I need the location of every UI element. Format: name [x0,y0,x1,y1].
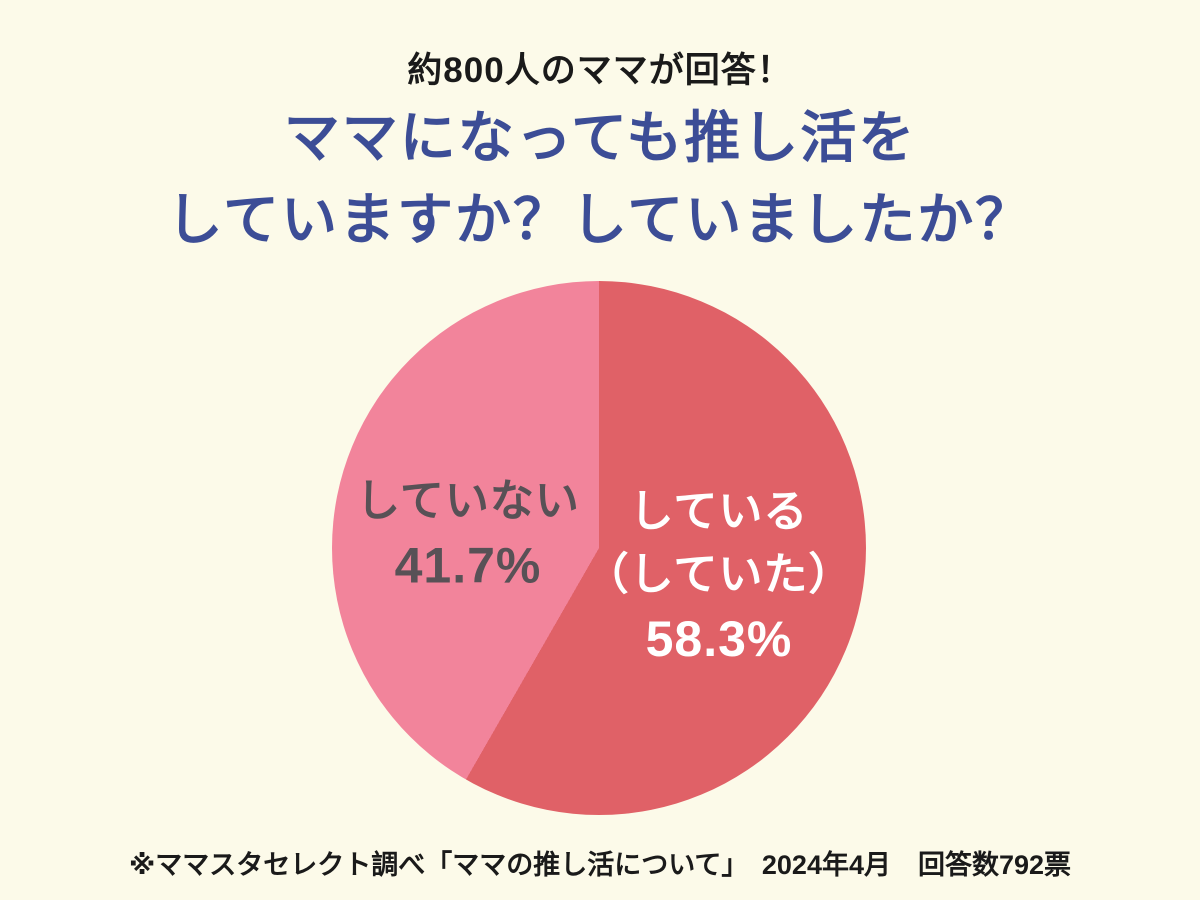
slice-not-doing-percentage: 41.7% [394,537,542,594]
slice-label-doing: している （していた） 58.3% [585,480,854,672]
pie-chart [332,281,866,815]
slice-doing-name-line2: （していた） [584,550,854,599]
slice-doing-name-line1: している [629,487,809,536]
respondents-note: 約800人のママが回答！ [407,51,793,90]
pie-chart-area: していない 41.7% している （していた） 58.3% [332,281,866,815]
slice-label-not-doing: していない 41.7% [356,470,580,599]
source-note: ※ママスタセレクト調べ「ママの推し活について」 2024年4月 回答数792票 [128,850,1072,880]
chart-title-line1: ママになっても推し活を [283,106,917,169]
slice-doing-percentage: 58.3% [645,611,793,667]
slice-not-doing-name: していない [356,476,580,526]
chart-title-line2: していますか？していましたか？ [166,188,1034,251]
chart-title: ママになっても推し活を していますか？していましたか？ [0,97,1200,261]
